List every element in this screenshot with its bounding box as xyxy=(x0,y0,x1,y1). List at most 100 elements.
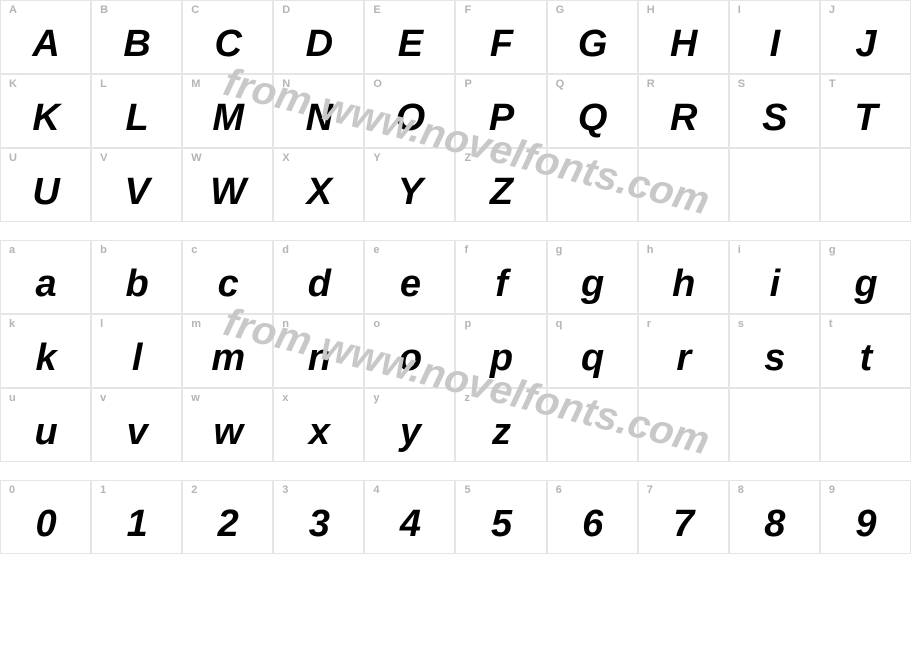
cell-glyph: d xyxy=(282,256,355,313)
cell-glyph: t xyxy=(829,330,902,387)
glyph-cell: AA xyxy=(0,0,91,74)
cell-glyph: Z xyxy=(464,164,537,221)
cell-glyph: m xyxy=(191,330,264,387)
glyph-cell: ww xyxy=(182,388,273,462)
empty-cell xyxy=(729,388,820,462)
cell-label: f xyxy=(464,245,468,256)
glyph-cell: FF xyxy=(455,0,546,74)
cell-label: 0 xyxy=(9,485,15,496)
glyph-cell: LL xyxy=(91,74,182,148)
glyph-cell: VV xyxy=(91,148,182,222)
glyph-cell: uu xyxy=(0,388,91,462)
cell-label: o xyxy=(373,319,380,330)
glyph-cell: mm xyxy=(182,314,273,388)
cell-glyph: 6 xyxy=(556,496,629,553)
cell-label: r xyxy=(647,319,651,330)
cell-glyph: U xyxy=(9,164,82,221)
cell-glyph: Q xyxy=(556,90,629,147)
cell-glyph: 3 xyxy=(282,496,355,553)
glyph-cell: 00 xyxy=(0,480,91,554)
section-spacer xyxy=(0,462,911,480)
cell-label: s xyxy=(738,319,744,330)
glyph-cell: 77 xyxy=(638,480,729,554)
glyph-cell: 99 xyxy=(820,480,911,554)
cell-label: A xyxy=(9,5,17,16)
cell-glyph: 1 xyxy=(100,496,173,553)
glyph-cell: 22 xyxy=(182,480,273,554)
glyph-cell: TT xyxy=(820,74,911,148)
glyph-cell: qq xyxy=(547,314,638,388)
cell-label: Y xyxy=(373,153,380,164)
glyph-grid: aabbccddeeffgghhiiggkkllmmnnooppqqrrsstt… xyxy=(0,240,911,462)
glyph-grid: 00112233445566778899 xyxy=(0,480,911,554)
glyph-cell: ii xyxy=(729,240,820,314)
glyph-cell: SS xyxy=(729,74,820,148)
glyph-cell: ee xyxy=(364,240,455,314)
cell-glyph: g xyxy=(556,256,629,313)
cell-glyph: I xyxy=(738,16,811,73)
cell-glyph: D xyxy=(282,16,355,73)
cell-glyph: o xyxy=(373,330,446,387)
glyph-cell: pp xyxy=(455,314,546,388)
cell-glyph: V xyxy=(100,164,173,221)
cell-label: U xyxy=(9,153,17,164)
cell-glyph: 5 xyxy=(464,496,537,553)
section-spacer xyxy=(0,222,911,240)
cell-label: 3 xyxy=(282,485,288,496)
cell-glyph: S xyxy=(738,90,811,147)
cell-glyph: k xyxy=(9,330,82,387)
cell-glyph: v xyxy=(100,404,173,461)
cell-glyph: L xyxy=(100,90,173,147)
cell-label: h xyxy=(647,245,654,256)
cell-label: g xyxy=(829,245,836,256)
cell-glyph: O xyxy=(373,90,446,147)
cell-label: 4 xyxy=(373,485,379,496)
glyph-cell: 66 xyxy=(547,480,638,554)
cell-label: W xyxy=(191,153,201,164)
glyph-cell: hh xyxy=(638,240,729,314)
glyph-cell: ZZ xyxy=(455,148,546,222)
cell-glyph: B xyxy=(100,16,173,73)
cell-label: g xyxy=(556,245,563,256)
glyph-cell: MM xyxy=(182,74,273,148)
glyph-cell: GG xyxy=(547,0,638,74)
cell-glyph: G xyxy=(556,16,629,73)
glyph-cell: ff xyxy=(455,240,546,314)
glyph-cell: ss xyxy=(729,314,820,388)
cell-glyph: f xyxy=(464,256,537,313)
glyph-cell: II xyxy=(729,0,820,74)
cell-glyph: C xyxy=(191,16,264,73)
cell-glyph: K xyxy=(9,90,82,147)
empty-cell xyxy=(729,148,820,222)
empty-cell xyxy=(638,388,729,462)
cell-label: H xyxy=(647,5,655,16)
glyph-cell: 33 xyxy=(273,480,364,554)
cell-label: 9 xyxy=(829,485,835,496)
glyph-cell: vv xyxy=(91,388,182,462)
cell-glyph: s xyxy=(738,330,811,387)
cell-label: z xyxy=(464,393,470,404)
glyph-cell: nn xyxy=(273,314,364,388)
cell-label: Q xyxy=(556,79,565,90)
cell-label: L xyxy=(100,79,107,90)
cell-glyph: T xyxy=(829,90,902,147)
glyph-cell: kk xyxy=(0,314,91,388)
glyph-cell: HH xyxy=(638,0,729,74)
cell-glyph: c xyxy=(191,256,264,313)
cell-glyph: R xyxy=(647,90,720,147)
cell-label: 5 xyxy=(464,485,470,496)
cell-glyph: n xyxy=(282,330,355,387)
cell-label: u xyxy=(9,393,16,404)
cell-label: 6 xyxy=(556,485,562,496)
cell-label: P xyxy=(464,79,471,90)
section-lowercase: aabbccddeeffgghhiiggkkllmmnnooppqqrrsstt… xyxy=(0,240,911,462)
cell-glyph: 0 xyxy=(9,496,82,553)
cell-glyph: N xyxy=(282,90,355,147)
cell-glyph: y xyxy=(373,404,446,461)
cell-label: m xyxy=(191,319,201,330)
glyph-cell: WW xyxy=(182,148,273,222)
cell-glyph: l xyxy=(100,330,173,387)
cell-label: k xyxy=(9,319,15,330)
empty-cell xyxy=(547,148,638,222)
empty-cell xyxy=(638,148,729,222)
